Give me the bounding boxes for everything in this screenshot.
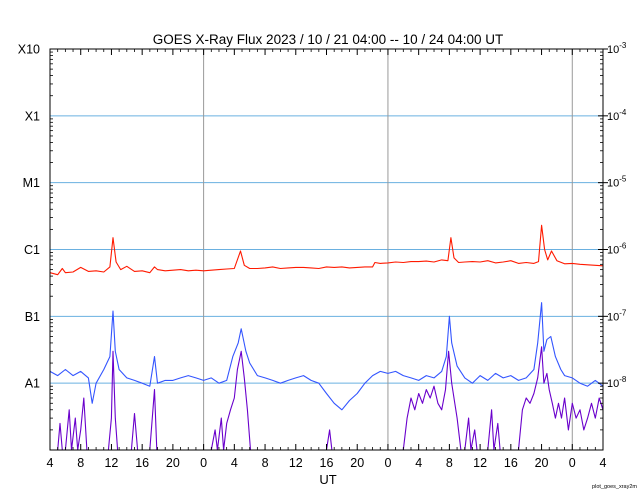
- y-left-tick-label: A1: [25, 377, 40, 391]
- y-right-tick-label: 10-7: [607, 308, 627, 323]
- grid-layer: [50, 49, 603, 450]
- y-left-tick-label: M1: [23, 176, 40, 190]
- x-tick-label: 12: [104, 456, 118, 470]
- x-tick-label: 20: [166, 456, 180, 470]
- series-line: [49, 224, 604, 276]
- x-tick-label: 16: [135, 456, 149, 470]
- footer-text: plot_goes_xray2m: [592, 484, 637, 490]
- y-right-tick-label: 10-6: [607, 242, 627, 257]
- x-axis-label: UT: [319, 472, 336, 487]
- x-tick-label: 20: [535, 456, 549, 470]
- chart-title: GOES X-Ray Flux 2023 / 10 / 21 04:00 -- …: [153, 32, 503, 47]
- x-tick-label: 0: [569, 456, 576, 470]
- x-tick-label: 0: [384, 456, 391, 470]
- x-tick-label: 4: [600, 456, 607, 470]
- y-left-tick-label: X1: [25, 109, 40, 123]
- x-tick-label: 16: [504, 456, 518, 470]
- x-tick-label: 12: [473, 456, 487, 470]
- y-right-tick-label: 10-8: [607, 375, 627, 390]
- x-tick-label: 8: [446, 456, 453, 470]
- y-right-tick-label: 10-3: [607, 41, 627, 56]
- x-tick-label: 8: [77, 456, 84, 470]
- x-tick-label: 12: [289, 456, 303, 470]
- series-line: [50, 346, 604, 451]
- series-line: [49, 302, 604, 411]
- axis-layer: X10 X1 M1 C1 B1 A1 10-3 10-4 10-5 10-6 10-7 10-8 4 8 1…: [18, 41, 627, 470]
- series-layer: [49, 224, 604, 451]
- y-left-tick-label: B1: [25, 310, 40, 324]
- x-tick-label: 4: [47, 456, 54, 470]
- x-tick-label: 20: [350, 456, 364, 470]
- x-tick-label: 0: [200, 456, 207, 470]
- y-right-tick-label: 10-4: [607, 108, 627, 123]
- x-tick-label: 4: [231, 456, 238, 470]
- y-right-tick-label: 10-5: [607, 175, 627, 190]
- y-left-tick-label: C1: [24, 243, 40, 257]
- x-tick-label: 4: [415, 456, 422, 470]
- x-tick-label: 8: [262, 456, 269, 470]
- y-left-tick-label: X10: [18, 43, 40, 57]
- x-tick-label: 16: [320, 456, 334, 470]
